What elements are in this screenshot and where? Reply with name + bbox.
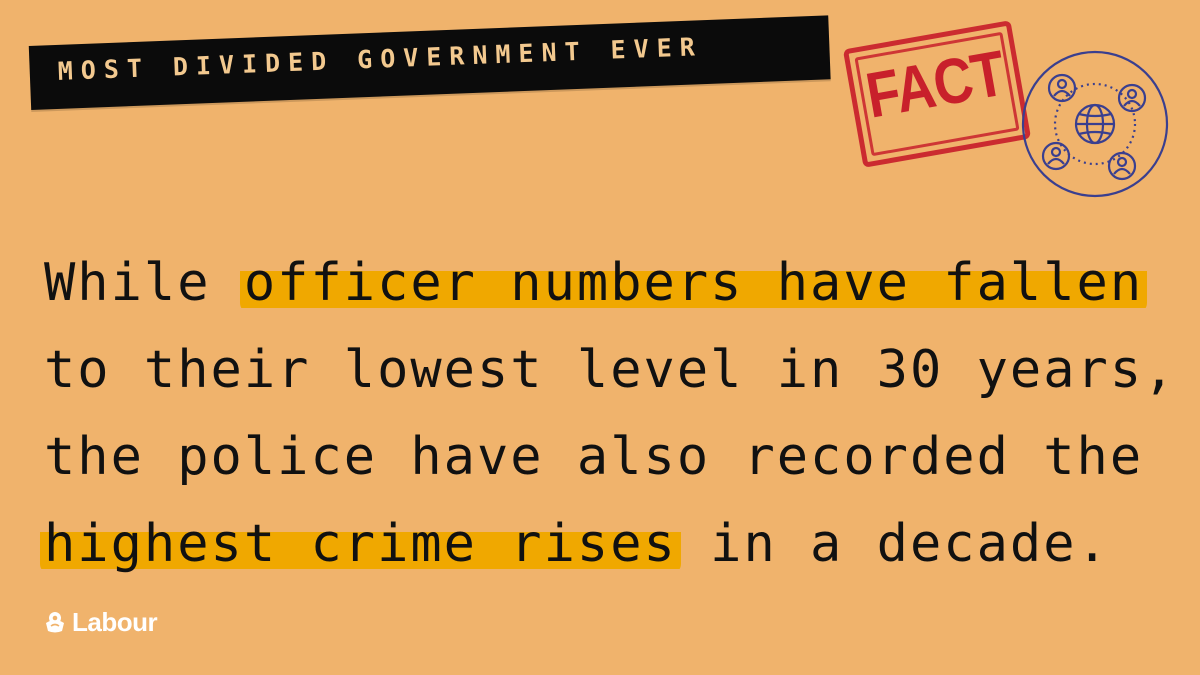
rose-icon xyxy=(46,612,64,633)
labour-logo: Labour xyxy=(42,606,158,638)
community-globe-icon xyxy=(1020,46,1170,202)
highlight-highest-crime-rises: highest crime rises xyxy=(40,514,681,574)
labour-wordmark: Labour xyxy=(72,606,158,637)
statement-line-4-plain: in a decade. xyxy=(676,514,1110,574)
statement-line-3: the police have also recorded the xyxy=(44,427,1144,487)
fact-stamp: FACT xyxy=(842,20,1032,168)
statement-line-2: to their lowest level in 30 years, xyxy=(44,340,1177,400)
highlight-officer-numbers: officer numbers have fallen xyxy=(239,253,1148,313)
headline-text: MOST DIVIDED GOVERNMENT EVER xyxy=(57,32,704,86)
statement-text: While officer numbers have fallen to the… xyxy=(40,240,1177,588)
statement-line-1-plain: While xyxy=(44,253,244,313)
statement-line-4: highest crime rises in a decade. xyxy=(40,501,1164,588)
statement-line-1: While officer numbers have fallen xyxy=(44,240,1164,327)
headline-tape: MOST DIVIDED GOVERNMENT EVER xyxy=(28,15,831,110)
